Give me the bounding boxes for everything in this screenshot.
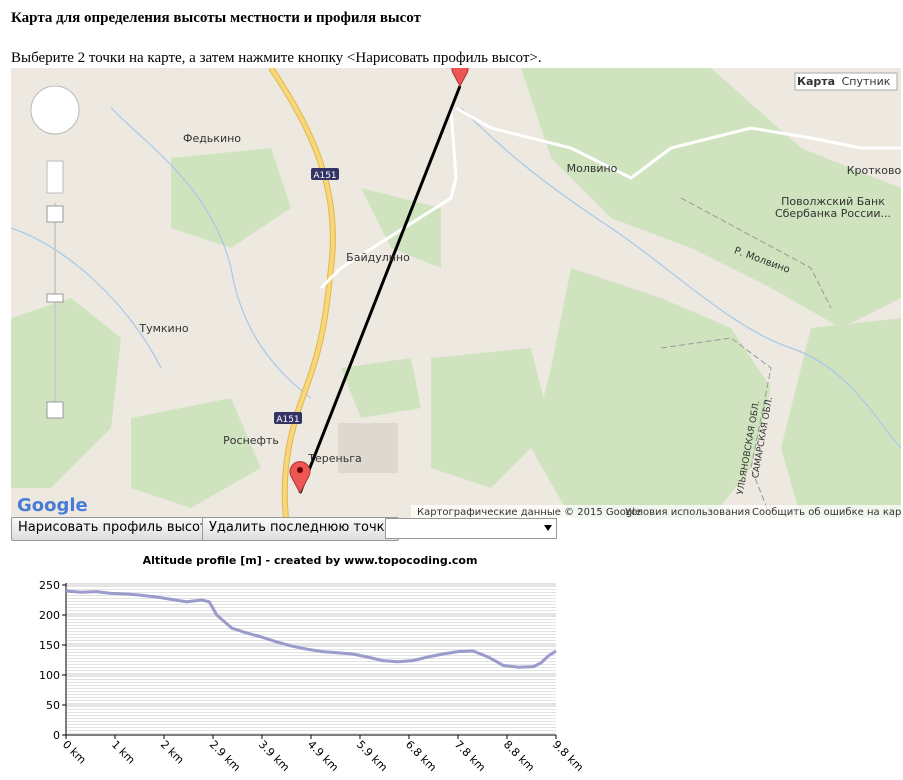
- map: Карта Спутник Федькино Молвино Кротково …: [11, 68, 901, 518]
- chart: Altitude profile [m] - created by www.to…: [39, 554, 586, 774]
- x-tick-label: 7.8 km: [452, 738, 488, 774]
- zoom-out[interactable]: [46, 401, 64, 419]
- y-tick-label: 200: [39, 609, 60, 622]
- y-tick-label: 100: [39, 669, 60, 682]
- marker-start: [289, 461, 311, 495]
- x-tick-label: 8.8 km: [501, 738, 537, 774]
- place-label: Тереньга: [307, 452, 361, 465]
- roads: [268, 68, 901, 518]
- y-tick-label: 0: [53, 729, 60, 742]
- road-label: A151: [276, 415, 299, 425]
- chart-title: Altitude profile [m] - created by www.to…: [143, 554, 478, 567]
- page-title: Карта для определения высоты местности и…: [11, 10, 421, 26]
- place-label: Федькино: [183, 132, 241, 145]
- profile-line: [65, 589, 557, 669]
- forest: [11, 68, 901, 518]
- marker-end: [451, 68, 469, 88]
- place-label: Поволжский Банк: [781, 195, 885, 208]
- pegman[interactable]: [46, 160, 64, 194]
- place-label: Сбербанка России...: [775, 207, 891, 220]
- x-tick-label: 4.9 km: [305, 738, 341, 774]
- terms-link[interactable]: Условия использования: [625, 507, 750, 518]
- place-label: Молвино: [567, 162, 618, 175]
- instructions: Выберите 2 точки на карте, а затем нажми…: [11, 50, 542, 66]
- attribution: Картографические данные © 2015 Google: [417, 507, 641, 518]
- zoom-slider[interactable]: [46, 293, 64, 303]
- place-label: Роснефть: [223, 434, 279, 447]
- x-tick-label: 0 km: [60, 738, 89, 767]
- profile-line: [298, 85, 462, 494]
- report-link[interactable]: Сообщить об ошибке на карте: [752, 507, 901, 518]
- town: [338, 423, 398, 473]
- place-label: Тумкино: [138, 322, 189, 335]
- place-label: Байдулино: [346, 251, 410, 264]
- map-controls: [30, 85, 80, 419]
- y-tick-label: 50: [46, 699, 60, 712]
- x-tick-label: 6.8 km: [403, 738, 439, 774]
- x-tick-label: 1 km: [109, 738, 138, 767]
- plot-background: [66, 583, 556, 735]
- map-type-button[interactable]: Карта: [797, 75, 835, 88]
- place-label: Кротково: [847, 164, 901, 177]
- draw-profile-button[interactable]: Нарисовать профиль высот: [11, 517, 215, 541]
- google-logo: Google: [17, 495, 88, 516]
- rivers: [11, 107, 901, 449]
- remove-point-button[interactable]: Удалить последнюю точку: [202, 517, 400, 541]
- x-tick-label: 2.9 km: [207, 738, 243, 774]
- x-tick-label: 2 km: [158, 738, 187, 767]
- zoom-in[interactable]: [46, 205, 64, 223]
- y-tick-label: 150: [39, 639, 60, 652]
- y-tick-label: 250: [39, 579, 60, 592]
- road-label: A151: [313, 171, 336, 181]
- pan-control[interactable]: [30, 85, 80, 135]
- select[interactable]: [385, 518, 557, 539]
- map-type-button[interactable]: Спутник: [842, 75, 891, 88]
- x-tick-label: 5.9 km: [354, 738, 390, 774]
- x-tick-label: 9.8 km: [550, 738, 586, 774]
- x-tick-label: 3.9 km: [256, 738, 292, 774]
